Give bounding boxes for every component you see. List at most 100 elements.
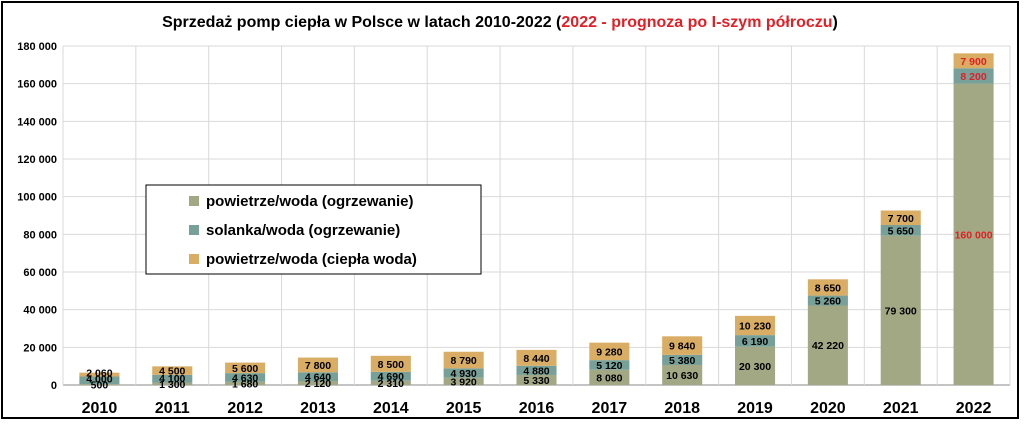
x-tick-label: 2013: [300, 400, 336, 417]
x-tick-label: 2015: [446, 400, 482, 417]
data-label: 8 650: [815, 282, 841, 294]
bar-segment: [225, 381, 266, 385]
bar-segment: [152, 382, 193, 385]
x-tick-label: 2014: [373, 400, 409, 417]
data-label: 4 880: [523, 365, 549, 377]
data-label: 79 300: [885, 305, 917, 317]
bar-segment: [953, 83, 994, 386]
data-label: 2 310: [378, 378, 404, 390]
bar-segment: [589, 360, 630, 370]
y-axis: 0 20 000 40 000 60 000 80 000 100 000 120 000 1…: [17, 41, 57, 392]
bar-segment: [297, 381, 338, 385]
chart-title-part-1: 2022 - prognoza po I-szym półroczu: [561, 14, 832, 31]
x-tick-label: 2012: [227, 400, 263, 417]
bar-segment: [516, 365, 557, 375]
data-label: 8 080: [596, 372, 622, 384]
bar-segment: [589, 342, 630, 361]
y-tick-label: 60 000: [23, 267, 57, 279]
x-tick-label: 2016: [519, 400, 555, 417]
bar-segment: [225, 362, 266, 374]
data-label: 2 120: [305, 378, 331, 390]
bar-segment: [735, 335, 776, 347]
bar-segment: [443, 351, 484, 369]
x-tick-label: 2019: [737, 400, 773, 417]
data-label: 10 630: [666, 370, 698, 382]
data-label: 9 840: [669, 341, 695, 353]
x-axis: 2010 2011 2012 2013 2014 2015 2016 2017 2018 2019…: [82, 400, 992, 417]
data-label: 3 920: [451, 376, 477, 388]
bar-segment: [79, 376, 120, 385]
bar-segment: [735, 315, 776, 336]
bar-segment: [152, 366, 193, 375]
bar-segment: [370, 355, 411, 372]
bar-segment: [152, 374, 193, 383]
legend-entry: powietrze/woda (ogrzewanie): [206, 193, 414, 210]
data-label: 9 280: [596, 346, 622, 358]
x-tick-label: 2018: [664, 400, 700, 417]
legend-swatch: [189, 225, 199, 235]
bar-stack-2018: 10 630 5 380 9 840: [662, 336, 703, 385]
bar-segment: [443, 368, 484, 378]
y-tick-label: 100 000: [17, 192, 57, 204]
legend-swatch: [189, 254, 199, 264]
data-label: 8 200: [960, 71, 986, 83]
data-label: 5 120: [596, 360, 622, 372]
legend-swatch: [189, 196, 199, 206]
y-tick-label: 160 000: [17, 79, 57, 91]
data-label: 4 640: [305, 372, 331, 384]
bar-stack-2020: 42 220 5 260 8 650: [807, 279, 848, 385]
data-label: 7 700: [888, 213, 914, 225]
bar-segment: [516, 374, 557, 385]
legend-entry: powietrze/woda (ciepła woda): [206, 251, 417, 268]
y-tick-label: 180 000: [17, 41, 57, 53]
data-label: 500: [91, 380, 109, 392]
bar-segment: [953, 68, 994, 84]
data-label: 5 650: [888, 225, 914, 237]
data-label: 160 000: [955, 229, 993, 241]
bar-segment: [662, 336, 703, 355]
data-label: 2 060: [86, 368, 112, 380]
data-label: 8 790: [451, 355, 477, 367]
data-label: 1 680: [232, 378, 258, 390]
legend-box: [145, 184, 482, 275]
y-tick-label: 20 000: [23, 342, 57, 354]
y-tick-label: 120 000: [17, 154, 57, 166]
bar-segment: [953, 53, 994, 69]
chart-title: Sprzedaż pomp ciepła w Polsce w latach 2…: [162, 14, 838, 31]
bar-segment: [370, 380, 411, 385]
chart-title-part-0: Sprzedaż pomp ciepła w Polsce w latach 2…: [162, 14, 562, 31]
data-label: 7 900: [960, 56, 986, 68]
data-label: 5 330: [523, 375, 549, 387]
x-tick-label: 2022: [956, 400, 992, 417]
bar-segment: [79, 372, 120, 377]
data-label: 4 100: [159, 373, 185, 385]
data-label: 8 500: [378, 359, 404, 371]
data-label: 8 440: [523, 353, 549, 365]
data-label: 5 260: [815, 296, 841, 308]
x-tick-label: 2020: [810, 400, 846, 417]
legend-entry: solanka/woda (ogrzewanie): [206, 222, 400, 239]
bar-segment: [880, 225, 921, 236]
bar-segment: [297, 372, 338, 382]
bar-segment: [807, 279, 848, 296]
data-label: 4 000: [86, 374, 112, 386]
y-tick-label: 80 000: [23, 229, 57, 241]
data-label: 6 190: [742, 336, 768, 348]
gridlines: [62, 45, 1011, 386]
bar-segment: [662, 364, 703, 385]
bar-segment: [807, 305, 848, 385]
x-tick-label: 2011: [155, 400, 190, 417]
bar-segment: [79, 384, 120, 385]
x-tick-label: 2010: [82, 400, 118, 417]
legend: powietrze/woda (ogrzewanie) solanka/woda …: [145, 184, 482, 275]
data-label: 10 230: [739, 320, 771, 332]
data-label: 4 690: [378, 371, 404, 383]
bar-segment: [225, 373, 266, 382]
